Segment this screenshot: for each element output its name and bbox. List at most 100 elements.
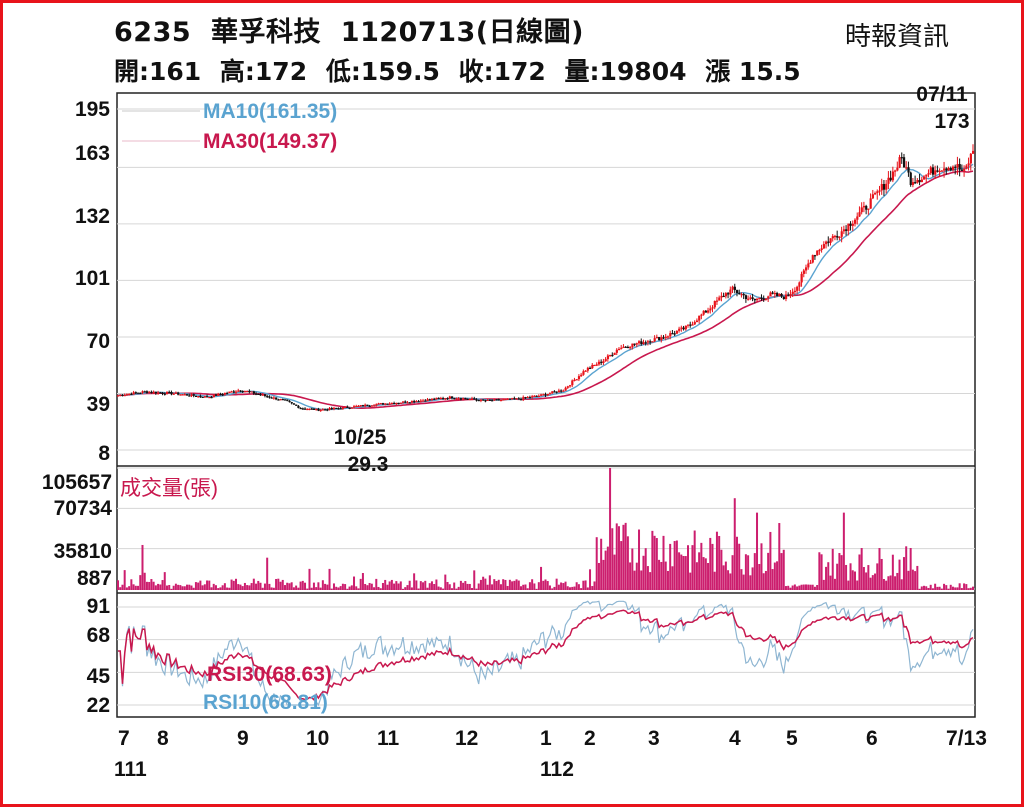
volume-bar <box>965 584 968 590</box>
candle-body <box>931 167 935 175</box>
volume-bar <box>842 512 845 590</box>
source-label: 時報資訊 <box>845 22 950 52</box>
volume-bar <box>192 587 195 590</box>
volume-bar <box>154 585 157 590</box>
candle-body <box>744 295 748 300</box>
candle-body <box>644 342 647 344</box>
volume-bar <box>762 573 765 590</box>
volume-bar <box>838 553 841 590</box>
volume-bar <box>212 583 215 590</box>
volume-bar <box>604 550 607 590</box>
candle-body <box>177 392 180 395</box>
volume-bar <box>257 580 260 590</box>
candle-body <box>540 394 543 396</box>
candle-body <box>840 231 843 237</box>
volume-bar <box>402 588 404 590</box>
volume-bar <box>818 552 821 590</box>
candle-body <box>646 341 650 343</box>
stock-name: 華孚科技 <box>210 17 321 48</box>
volume-bar <box>364 583 367 590</box>
volume-bar <box>548 585 551 590</box>
candle-body <box>232 391 235 393</box>
volume-bar <box>802 584 805 590</box>
candle-body <box>312 408 316 410</box>
volume-bar <box>188 584 191 590</box>
rsi-tick: 22 <box>87 694 110 717</box>
volume-bar <box>408 580 411 590</box>
volume-bar <box>749 575 752 590</box>
rsi-lines <box>118 600 974 707</box>
candle-body <box>544 394 547 396</box>
volume-bar <box>464 581 467 590</box>
candle-body <box>820 248 823 250</box>
volume-bar <box>589 569 592 590</box>
candle-body <box>368 405 371 408</box>
volume-bar <box>606 546 609 590</box>
volume-bar <box>707 563 710 590</box>
candle-body <box>157 392 160 394</box>
candle-body <box>631 343 634 347</box>
candle-body <box>192 394 195 396</box>
legend-ma30: MA30(149.37) <box>203 130 337 153</box>
volume-bar <box>738 543 741 590</box>
candle-body <box>444 398 447 400</box>
price-tick: 70 <box>87 330 110 353</box>
candle-body <box>735 290 739 293</box>
volume-bar <box>152 581 155 590</box>
candle-body <box>780 293 783 297</box>
candle-body <box>419 400 423 402</box>
candle-body <box>119 394 122 397</box>
volume-bar <box>281 579 284 590</box>
volume-bar <box>691 545 694 590</box>
candle-body <box>715 300 719 302</box>
candle-body <box>707 310 710 313</box>
volume-bar <box>575 582 578 590</box>
legend-rsi10: RSI10(68.81) <box>203 691 328 714</box>
candle-body <box>586 367 590 371</box>
candle-body <box>341 407 345 409</box>
volume-bar <box>377 586 380 590</box>
low-value-label: 29.3 <box>348 453 389 476</box>
volume-bar <box>651 530 654 590</box>
volume-bar <box>197 582 200 590</box>
candle-body <box>595 364 598 366</box>
volume-bar <box>170 588 173 590</box>
candle-body <box>807 263 810 268</box>
candle-body <box>878 190 881 192</box>
volume-bar <box>573 586 576 590</box>
candle-body <box>972 150 975 154</box>
candle-body <box>816 250 819 256</box>
volume-bar <box>882 579 885 590</box>
volume-bar <box>174 583 177 590</box>
volume-bar <box>319 587 322 590</box>
candle-body <box>426 399 429 402</box>
volume-bar <box>344 584 347 590</box>
volume-bar <box>793 584 796 590</box>
volume-bar <box>871 575 874 590</box>
volume-bar <box>671 566 674 590</box>
candle-body <box>938 170 941 173</box>
candle-body <box>132 392 135 395</box>
volume-bar <box>724 561 727 590</box>
candle-body <box>252 391 256 394</box>
volume-bar <box>660 561 663 590</box>
volume-bar <box>241 586 244 590</box>
quote-row: 開:161 高:172 低:159.5 收:172 量:19804 漲 15.5 <box>114 52 811 88</box>
volume-bar <box>141 544 144 590</box>
candle-body <box>279 399 282 401</box>
candle-body <box>128 393 131 395</box>
candle-body <box>684 325 687 330</box>
candle-body <box>482 399 485 401</box>
candle-body <box>165 391 169 395</box>
candle-body <box>825 241 828 245</box>
candle-body <box>896 167 899 171</box>
volume-bar <box>219 587 222 590</box>
volume-bar <box>328 568 331 590</box>
volume-bar <box>689 572 692 590</box>
candle-body <box>729 289 732 295</box>
candle-body <box>404 401 407 403</box>
candle-body <box>335 407 338 410</box>
candle-body <box>800 273 803 283</box>
candle-body <box>332 407 336 410</box>
